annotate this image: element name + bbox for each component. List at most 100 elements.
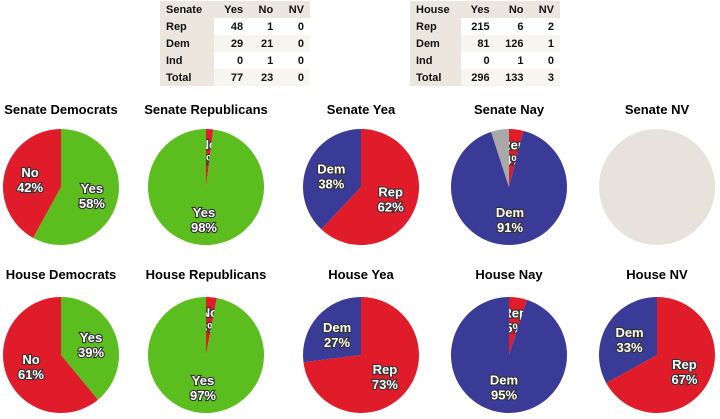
house-yea-slice-rep-percent: 73% <box>372 377 398 392</box>
header-cell: Yes <box>214 1 250 18</box>
row-label: Ind <box>160 52 215 69</box>
senate-republicans-pie-chart: No 2%Yes 98% <box>148 129 264 245</box>
house-nv-slice-rep-name: Rep <box>672 357 697 372</box>
senate-nay-slice-rep <box>509 129 524 187</box>
cell-no: 126 <box>495 35 530 52</box>
table-row: Ind 0 1 0 <box>410 52 560 69</box>
house-republicans-slice-yes-name: Yes <box>192 373 214 388</box>
senate-yea-slice-dem-percent: 38% <box>318 176 344 191</box>
senate-table-header: Senate Yes No NV <box>160 1 310 18</box>
row-label: Rep <box>160 18 215 35</box>
house-vote-table: House Yes No NV Rep 215 6 2 Dem 81 126 1… <box>410 1 560 86</box>
house-nv-title: House NV <box>626 267 688 282</box>
senate-democrats-slice-no-percent: 42% <box>17 180 43 195</box>
senate-nay-slice-other <box>491 129 509 187</box>
senate-yea-pie-chart: Rep 62% Dem 38% <box>303 129 419 245</box>
cell-no: 133 <box>495 69 530 86</box>
senate-democrats-pie-chart: Yes 58% No 42% <box>2 129 119 245</box>
senate-republicans-slice-yes <box>148 129 264 245</box>
house-democrats-slice-no-name: No <box>22 352 39 367</box>
house-nay-title: House Nay <box>475 267 543 282</box>
senate-republicans-slice-yes-label: Yes 98% <box>191 205 217 235</box>
house-yea-slice-dem-label: Dem 27% <box>323 320 351 350</box>
house-yea-slice-dem <box>303 297 361 363</box>
house-democrats-title: House Democrats <box>5 267 117 282</box>
house-nv-slice-rep <box>606 297 715 413</box>
house-nv-slice-rep-percent: 67% <box>671 372 697 387</box>
house-yea-title: House Yea <box>328 267 394 282</box>
house-nay-slice-dem-label: Dem 95% <box>490 373 518 403</box>
house-yea-pie-chart: Rep 73% Dem 27% <box>303 297 419 413</box>
senate-democrats-slice-no <box>2 129 62 238</box>
table-row: Dem 81 126 1 <box>410 35 560 52</box>
house-republicans-slice-no <box>206 297 217 355</box>
cell-yes: 0 <box>214 52 250 69</box>
senate-nv-pie-chart <box>599 129 715 245</box>
house-yea-slice-rep-label: Rep 73% <box>372 362 398 392</box>
house-nv-pie-chart: Rep 67% Dem 33% <box>599 297 715 413</box>
cell-nv: 0 <box>279 18 310 35</box>
cell-no: 1 <box>495 52 530 69</box>
senate-yea-slice-rep-label: Rep 62% <box>378 185 404 215</box>
senate-nay-slice-dem-name: Dem <box>496 205 524 220</box>
cell-yes: 0 <box>460 52 496 69</box>
house-nay-slice-dem-name: Dem <box>490 373 518 388</box>
header-cell: No <box>249 1 280 18</box>
house-republicans-pie-chart: No 3%Yes 97% <box>148 297 264 413</box>
cell-nv: 3 <box>529 69 560 86</box>
senate-yea-slice-rep-name: Rep <box>378 185 403 200</box>
senate-nay-slice-dem-label: Dem 91% <box>496 205 524 235</box>
house-yea-slice-rep-name: Rep <box>373 362 398 377</box>
house-yea-slice-dem-name: Dem <box>323 320 351 335</box>
senate-republicans-slice-yes-name: Yes <box>193 205 215 220</box>
row-label: Total <box>410 69 461 86</box>
senate-nv-slice-other <box>599 129 715 245</box>
senate-nv-title: Senate NV <box>624 102 690 117</box>
cell-nv: 0 <box>279 52 310 69</box>
senate-democrats-slice-yes-percent: 58% <box>79 196 105 211</box>
house-yea-slice-dem-percent: 27% <box>324 335 350 350</box>
header-cell: Senate <box>160 1 215 18</box>
house-republicans-slice-yes-label: Yes 97% <box>190 373 216 403</box>
senate-yea-slice-dem <box>303 129 361 230</box>
senate-yea-title: Senate Yea <box>326 102 396 117</box>
house-democrats-slice-no-label: No 61% <box>18 352 44 382</box>
senate-nay-slice-dem <box>451 130 567 245</box>
house-republicans-slice-yes-percent: 97% <box>190 388 216 403</box>
cell-nv: 0 <box>529 52 560 69</box>
senate-democrats-slice-no-name: No <box>21 165 38 180</box>
cell-yes: 29 <box>214 35 250 52</box>
senate-republicans-slice-yes-percent: 98% <box>191 220 217 235</box>
house-nay-slice-dem-percent: 95% <box>491 388 517 403</box>
house-nv-slice-dem-percent: 33% <box>617 340 643 355</box>
senate-yea-slice-dem-name: Dem <box>317 161 345 176</box>
senate-nay-slice-dem-percent: 91% <box>497 220 523 235</box>
row-label: Rep <box>410 18 461 35</box>
senate-republicans-slice-no <box>206 129 214 187</box>
cell-no: 21 <box>249 35 280 52</box>
house-democrats-slice-no <box>2 297 98 413</box>
house-republicans-title: House Republicans <box>145 267 267 282</box>
senate-yea-slice-rep-percent: 62% <box>378 200 404 215</box>
header-cell: No <box>495 1 530 18</box>
cell-yes: 296 <box>460 69 496 86</box>
cell-yes: 81 <box>460 35 496 52</box>
cell-yes: 48 <box>214 18 250 35</box>
house-nv-slice-dem-label: Dem 33% <box>615 325 643 355</box>
house-nay-pie-chart: Rep 5%Dem 95% <box>451 297 567 413</box>
senate-yea-slice-dem-label: Dem 38% <box>317 161 345 191</box>
cell-no: 23 <box>249 69 280 86</box>
senate-democrats-slice-yes-label: Yes 58% <box>79 181 105 211</box>
senate-democrats-slice-no-label: No 42% <box>17 165 43 195</box>
table-row: Ind 0 1 0 <box>160 52 310 69</box>
house-republicans-slice-yes <box>148 297 264 413</box>
house-yea-slice-rep <box>303 297 419 413</box>
cell-nv: 1 <box>529 35 560 52</box>
cell-nv: 0 <box>279 35 310 52</box>
senate-nay-title: Senate Nay <box>473 102 545 117</box>
senate-democrats-slice-yes-name: Yes <box>81 181 103 196</box>
table-row: Rep 48 1 0 <box>160 18 310 35</box>
row-label: Ind <box>410 52 461 69</box>
cell-nv: 0 <box>279 69 310 86</box>
row-label: Dem <box>410 35 461 52</box>
